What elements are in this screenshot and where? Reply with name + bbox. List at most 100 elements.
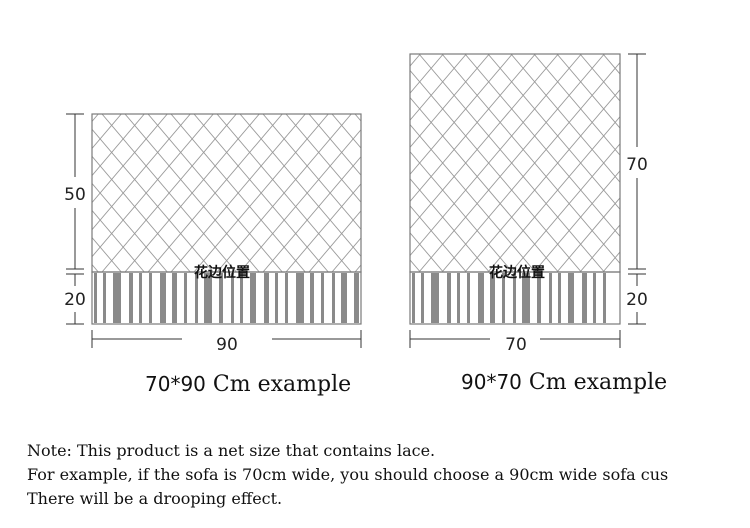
mesh-line — [410, 54, 559, 230]
left-caption-size: 70*90 — [145, 372, 206, 396]
mesh-line — [741, 54, 750, 272]
mesh-line — [602, 251, 620, 272]
mesh-line — [0, 114, 52, 272]
left-width-dimension — [91, 330, 362, 348]
mesh-line — [649, 54, 750, 272]
lace-stripe — [558, 273, 561, 323]
mesh-line — [556, 197, 620, 272]
mesh-line — [0, 114, 29, 272]
mesh-line — [410, 54, 536, 203]
lace-stripe — [421, 273, 424, 323]
mesh-line — [741, 54, 750, 272]
right-top-height-label: 70 — [626, 155, 648, 175]
left-height-dimension — [66, 113, 84, 325]
lace-stripe — [94, 273, 97, 323]
left-lace-frame — [91, 271, 362, 325]
left-top-height-label: 50 — [64, 185, 86, 205]
lace-stripe — [172, 273, 177, 323]
lace-stripe — [332, 273, 335, 323]
mesh-line — [487, 116, 620, 272]
lace-stripe — [160, 273, 166, 323]
lace-stripe — [522, 273, 530, 323]
mesh-line — [147, 114, 283, 272]
lace-stripe — [113, 273, 121, 323]
mesh-line — [308, 114, 361, 176]
mesh-line — [92, 236, 122, 272]
lace-stripe — [296, 273, 304, 323]
lace-stripe — [603, 273, 606, 323]
lace-stripe — [103, 273, 106, 323]
lace-stripe — [219, 273, 223, 323]
mesh-line — [410, 54, 467, 121]
mesh-line — [510, 143, 620, 272]
mesh-line — [92, 114, 191, 231]
lace-stripe — [250, 273, 256, 323]
left-lace-label: 花边位置 — [194, 264, 250, 281]
mesh-line — [410, 54, 490, 148]
mesh-line — [649, 54, 750, 272]
mesh-line — [602, 54, 620, 75]
mesh-line — [170, 114, 306, 272]
mesh-line — [579, 224, 620, 272]
lace-stripe — [502, 273, 505, 323]
mesh-line — [331, 114, 361, 149]
right-caption: 90*70 Cm example — [461, 370, 667, 395]
lace-stripe — [231, 273, 234, 323]
mesh-line — [718, 54, 750, 272]
lace-stripe — [264, 273, 269, 323]
lace-stripe — [457, 273, 460, 323]
mesh-line — [410, 232, 444, 272]
lace-stripe — [478, 273, 484, 323]
mesh-line — [0, 114, 52, 272]
mesh-line — [0, 114, 29, 272]
mesh-line — [556, 54, 620, 129]
lace-stripe — [513, 273, 516, 323]
right-caption-text: Cm example — [528, 370, 668, 395]
left-width-label: 90 — [216, 335, 238, 355]
note-line-2: For example, if the sofa is 70cm wide, y… — [27, 465, 669, 484]
mesh-line — [410, 205, 467, 272]
note-line-1: Note: This product is a net size that co… — [27, 441, 436, 460]
note-line-3: There will be a drooping effect. — [27, 489, 283, 508]
mesh-line — [308, 210, 361, 272]
lace-stripe — [184, 273, 187, 323]
mesh-line — [92, 114, 145, 177]
lace-stripe — [321, 273, 324, 323]
right-mesh-frame — [409, 53, 621, 273]
mesh-line — [718, 54, 750, 272]
mesh-line — [0, 114, 6, 272]
lace-stripe — [129, 273, 133, 323]
lace-stripe — [310, 273, 314, 323]
mesh-line — [533, 170, 620, 272]
mesh-line — [579, 54, 620, 102]
mesh-line — [418, 54, 605, 272]
mesh-line — [410, 54, 444, 94]
mesh-line — [92, 209, 145, 272]
mesh-line — [672, 54, 750, 272]
mesh-line — [0, 54, 167, 272]
lace-stripe — [195, 273, 198, 323]
lace-stripe — [204, 273, 212, 323]
mesh-line — [239, 128, 361, 272]
mesh-line — [410, 54, 582, 257]
left-caption: 70*90 Cm example — [145, 372, 351, 397]
left-lace-band — [94, 273, 359, 323]
mesh-line — [533, 54, 620, 156]
lace-stripe — [582, 273, 587, 323]
mesh-line — [410, 178, 490, 272]
mesh-line — [0, 54, 167, 272]
mesh-line — [331, 237, 361, 272]
lace-stripe — [341, 273, 347, 323]
lace-stripe — [447, 273, 451, 323]
size-diagram: 花边位置 50 20 90 花边位置 — [0, 53, 750, 355]
lace-stripe — [149, 273, 152, 323]
mesh-line — [285, 183, 361, 272]
mesh-line — [262, 156, 361, 272]
right-width-label: 70 — [505, 335, 527, 355]
lace-stripe — [275, 273, 278, 323]
right-lace-band — [412, 273, 606, 323]
right-lace-frame — [409, 271, 621, 325]
lace-stripe — [139, 273, 142, 323]
mesh-line — [672, 54, 750, 272]
lace-stripe — [549, 273, 552, 323]
